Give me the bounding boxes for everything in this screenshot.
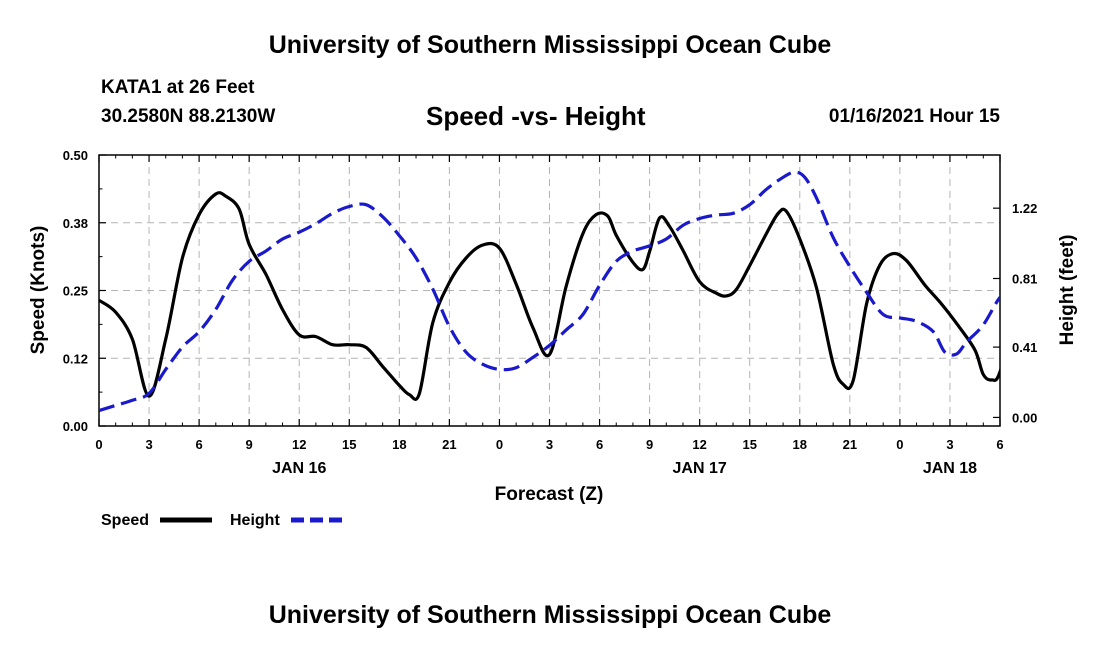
x-tick-label: 21 (442, 437, 456, 452)
x-tick-label: 0 (95, 437, 102, 452)
speed-series-line (99, 191, 1000, 402)
x-tick-label: 21 (843, 437, 857, 452)
station-label: KATA1 at 26 Feet (101, 77, 255, 98)
day-labels: JAN 16 JAN 17 JAN 18 (272, 460, 977, 477)
coordinates-label: 30.2580N 88.2130W (101, 106, 276, 127)
x-tick-label: 15 (342, 437, 356, 452)
y2-tick-label: 0.81 (1012, 271, 1037, 286)
x-tick-label: 12 (692, 437, 706, 452)
y-tick-label: 0.00 (63, 419, 88, 434)
tick-marks (98, 154, 1001, 427)
x-tick-label: 3 (946, 437, 953, 452)
x-tick-label: 15 (742, 437, 756, 452)
x-tick-label: 18 (793, 437, 807, 452)
y2-axis-title: Height (feet) (1057, 235, 1078, 346)
y2-tick-labels: 0.00 0.41 0.81 1.22 (1012, 201, 1037, 425)
x-tick-labels: 0 3 6 9 12 15 18 21 0 3 6 9 12 15 18 21 0 3 6 (95, 437, 1003, 452)
legend-height-label: Height (230, 512, 280, 529)
day-label: JAN 17 (673, 460, 727, 477)
grid (99, 155, 1000, 426)
footer-title: University of Southern Mississippi Ocean… (268, 601, 832, 629)
day-label: JAN 18 (923, 460, 977, 477)
y-tick-label: 0.38 (63, 216, 88, 231)
height-series-line (99, 170, 1000, 413)
y2-tick-label: 1.22 (1012, 201, 1037, 216)
y2-tick-label: 0.00 (1012, 410, 1037, 425)
chart-title: Speed -vs- Height (426, 101, 646, 131)
x-tick-label: 3 (546, 437, 553, 452)
legend: Speed Height (101, 512, 343, 529)
x-tick-label: 0 (496, 437, 503, 452)
day-label: JAN 16 (272, 460, 326, 477)
main-title: University of Southern Mississippi Ocean… (268, 31, 832, 59)
series-lines (99, 170, 1000, 413)
x-tick-label: 3 (145, 437, 152, 452)
x-tick-label: 9 (246, 437, 253, 452)
x-tick-label: 9 (646, 437, 653, 452)
x-tick-label: 18 (392, 437, 406, 452)
forecast-date-label: 01/16/2021 Hour 15 (828, 106, 1000, 127)
x-axis-title: Forecast (Z) (495, 484, 604, 505)
legend-speed-label: Speed (101, 512, 149, 529)
x-tick-label: 6 (195, 437, 202, 452)
x-tick-label: 6 (596, 437, 603, 452)
y-axis-title: Speed (Knots) (28, 226, 49, 355)
x-tick-label: 0 (896, 437, 903, 452)
x-tick-label: 12 (292, 437, 306, 452)
y-tick-label: 0.50 (63, 148, 88, 163)
x-tick-label: 6 (996, 437, 1003, 452)
y-tick-label: 0.25 (63, 284, 88, 299)
y-tick-label: 0.12 (63, 351, 88, 366)
y2-tick-label: 0.41 (1012, 340, 1037, 355)
y-tick-labels: 0.00 0.12 0.25 0.38 0.50 (63, 148, 88, 434)
